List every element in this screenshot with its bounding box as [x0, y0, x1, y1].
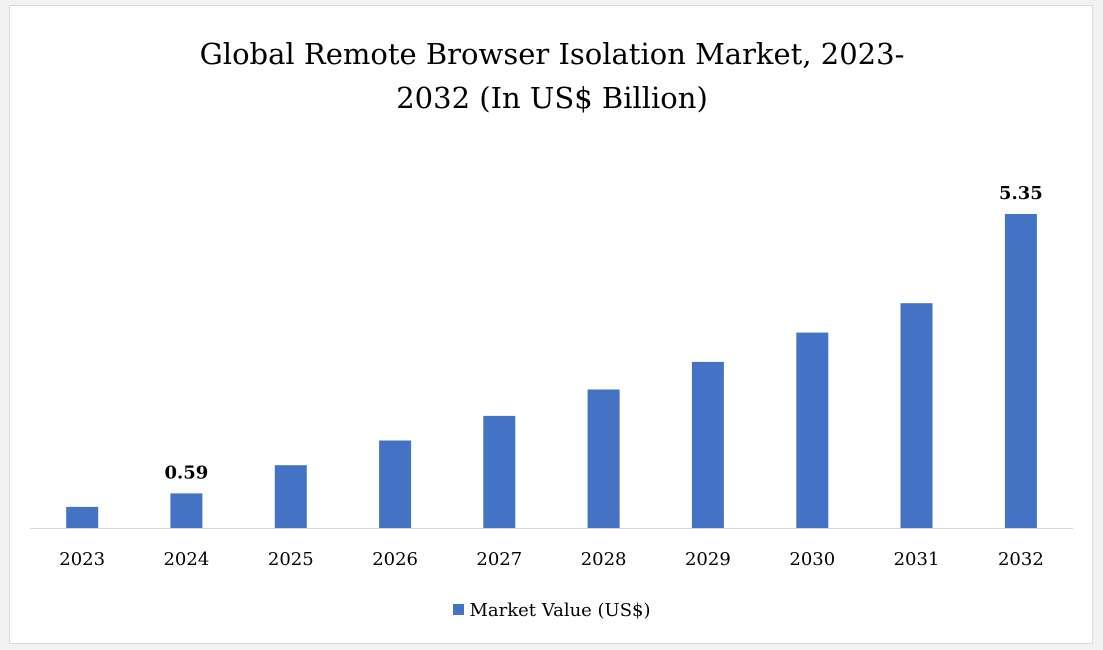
x-tick-label-2028: 2028 — [581, 549, 627, 570]
bar-2026 — [379, 440, 412, 528]
x-tick-label-2024: 2024 — [163, 549, 209, 570]
x-tick-label-2023: 2023 — [59, 549, 105, 570]
data-label-2024: 0.59 — [164, 462, 208, 483]
chart-title-line-2: 2032 (In US$ Billion) — [396, 81, 708, 115]
x-tick-label-2031: 2031 — [894, 549, 940, 570]
chart-title: Global Remote Browser Isolation Market, … — [10, 32, 1094, 120]
x-tick-label-2032: 2032 — [998, 549, 1044, 570]
bar-2027 — [483, 415, 516, 528]
chart-frame: Global Remote Browser Isolation Market, … — [9, 5, 1093, 644]
chart-plot-area: 2023 2024 0.59 2025 2026 2027 2028 2029 2030 2031… — [30, 183, 1073, 570]
x-tick-label-2029: 2029 — [685, 549, 731, 570]
legend-label: Market Value (US$) — [469, 600, 651, 621]
bar-2023 — [66, 506, 99, 528]
bar-2029 — [691, 361, 724, 528]
bar-2030 — [796, 332, 829, 528]
x-tick-label-2025: 2025 — [268, 549, 314, 570]
x-tick-label-2027: 2027 — [476, 549, 522, 570]
bar-2031 — [900, 303, 933, 528]
x-tick-label-2030: 2030 — [789, 549, 835, 570]
bar-2024 — [170, 493, 203, 528]
x-tick-label-2026: 2026 — [372, 549, 418, 570]
bar-2028 — [587, 389, 620, 528]
data-label-2032: 5.35 — [999, 183, 1043, 204]
bar-2025 — [274, 465, 307, 528]
legend-swatch-icon — [453, 604, 465, 615]
chart-title-line-1: Global Remote Browser Isolation Market, … — [199, 37, 905, 71]
bar-2032 — [1004, 214, 1037, 528]
chart-legend: Market Value (US$) — [10, 600, 1094, 621]
